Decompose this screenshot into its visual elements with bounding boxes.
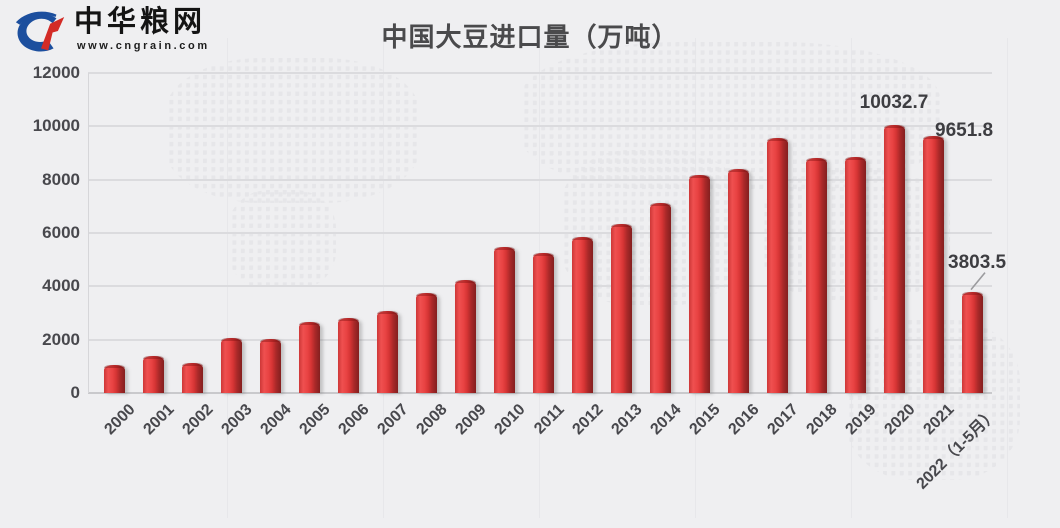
x-tick-label-2016: 2016 [725,401,764,439]
bar-2017 [766,138,788,393]
cngrain-logo: 中华粮网 www.cngrain.com [12,6,210,55]
bar-2018 [805,158,827,393]
bar-2014 [649,202,671,393]
chart-title: 中国大豆进口量（万吨） [381,22,679,52]
y-axis-line [88,73,89,393]
background-seam [1007,38,1008,518]
bar-2008 [415,293,437,393]
bar-2003 [220,337,242,393]
data-label-2021: 9651.8 [935,119,994,141]
x-tick-label-2015: 2015 [686,401,725,439]
y-tick-label-0: 0 [70,383,80,402]
x-tick-label-2020: 2020 [881,401,920,439]
logo-name: 中华粮网 [74,6,207,38]
gridline-12000 [88,72,992,74]
world-map-watermark [165,58,420,203]
y-tick-label-12000: 12000 [32,63,80,82]
background-seam [227,38,228,518]
world-map-watermark [228,190,336,290]
y-tick-label-6000: 6000 [42,223,80,242]
x-tick-label-2004: 2004 [257,401,296,439]
x-tick-label-2000: 2000 [101,401,140,439]
gridline-6000 [88,232,992,234]
bar-2019 [844,156,866,393]
x-tick-label-2014: 2014 [647,401,686,439]
bar-2006 [337,317,359,393]
bar-2012 [571,237,593,393]
x-tick-label-2003: 2003 [218,401,257,439]
bar-2000 [103,365,125,393]
x-tick-label-2012: 2012 [569,401,608,439]
y-tick-label-10000: 10000 [32,116,80,136]
logo-text: 中华粮网 www.cngrain.com [74,6,210,52]
x-tick-label-2017: 2017 [764,401,803,439]
x-tick-label-2019: 2019 [842,401,881,439]
x-tick-label-2002: 2002 [179,401,218,439]
gridline-8000 [88,178,992,181]
data-label-2020: 10032.7 [859,92,929,114]
bar-2009 [454,279,476,393]
cngrain-swoosh-icon [15,11,65,52]
gridline-0 [88,392,992,394]
y-tick-label-8000: 8000 [42,169,80,189]
bar-2010 [493,246,515,393]
bar-2011 [532,252,554,393]
y-tick-label-2000: 2000 [42,329,80,349]
x-tick-label-2001: 2001 [140,401,179,439]
x-tick-label-2018: 2018 [803,401,842,439]
x-tick-label-2006: 2006 [335,401,374,439]
bar-2001 [142,355,164,393]
bar-2002 [181,362,203,393]
bar-2005 [298,322,320,393]
x-tick-label-2005: 2005 [296,401,335,439]
x-tick-label-2010: 2010 [491,401,530,439]
x-tick-label-2011: 2011 [531,401,569,438]
gridline-10000 [88,125,992,128]
logo-url: www.cngrain.com [77,39,210,52]
bar-2007 [376,310,398,393]
bar-2015 [688,175,710,393]
bar-2004 [259,339,281,393]
background-seam [383,38,384,518]
x-tick-label-2007: 2007 [374,401,413,439]
bar-2021 [922,135,944,393]
x-tick-label-2009: 2009 [452,401,491,439]
x-tick-label-2013: 2013 [608,401,647,439]
y-tick-label-4000: 4000 [42,276,80,296]
bar-2020 [883,125,905,393]
bar-2022-1-5 [961,291,983,393]
x-tick-label-2008: 2008 [413,401,452,439]
bar-2013 [610,223,632,393]
data-label-2022-1-5: 3803.5 [948,251,1007,273]
bar-2016 [727,169,749,393]
